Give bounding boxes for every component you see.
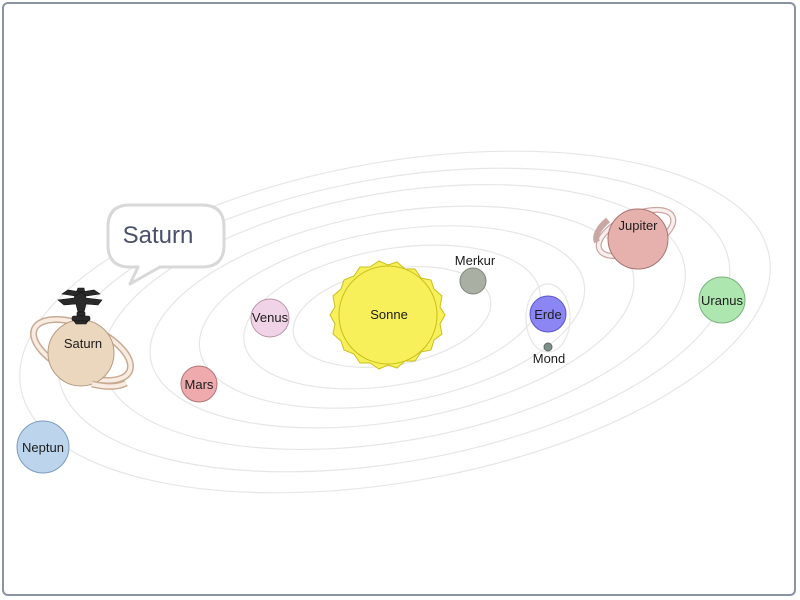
jupiter-body	[607, 208, 669, 270]
speech-bubble-text: Saturn	[123, 222, 194, 249]
planet-erde[interactable]: Erde	[529, 295, 567, 333]
neptun-label: Neptun	[22, 440, 64, 455]
planet-saturn[interactable]: Saturn	[25, 307, 140, 393]
jupiter-label: Jupiter	[618, 218, 658, 233]
orbit-mars	[149, 205, 635, 429]
saturn-body	[47, 319, 115, 387]
uranus-label: Uranus	[701, 293, 743, 308]
planet-mars[interactable]: Mars	[180, 365, 218, 403]
orbit-saturn	[57, 167, 731, 473]
planet-venus[interactable]: Venus	[250, 298, 290, 338]
orbit-venus	[243, 244, 541, 390]
mond-label: Mond	[533, 351, 566, 366]
orbit-uranus	[19, 150, 771, 494]
uranus-body	[698, 276, 746, 324]
solar-system-diagram: Saturn Sonne Merkur Venus Erde Mond Mars…	[16, 150, 771, 494]
orbit-erde	[198, 225, 586, 409]
planet-jupiter[interactable]: Jupiter	[592, 200, 680, 270]
neptun-body	[16, 420, 70, 474]
orbit-mond	[525, 283, 571, 353]
sun-label: Sonne	[370, 307, 408, 322]
venus-body	[250, 298, 290, 338]
spaceship-icon[interactable]	[57, 287, 103, 325]
merkur-body	[459, 267, 487, 295]
speech-bubble: Saturn	[106, 203, 226, 286]
saturn-label: Saturn	[64, 336, 102, 351]
sun-body	[338, 265, 438, 365]
mars-label: Mars	[185, 377, 214, 392]
erde-label: Erde	[534, 307, 561, 322]
mars-body	[180, 365, 218, 403]
planet-neptun[interactable]: Neptun	[16, 420, 70, 474]
planet-merkur[interactable]: Merkur	[455, 253, 496, 295]
venus-label: Venus	[252, 310, 289, 325]
moon-mond[interactable]: Mond	[533, 342, 566, 366]
planet-uranus[interactable]: Uranus	[698, 276, 746, 324]
erde-body	[529, 295, 567, 333]
sun[interactable]: Sonne	[329, 260, 446, 370]
mond-body	[543, 342, 553, 352]
merkur-label: Merkur	[455, 253, 496, 268]
